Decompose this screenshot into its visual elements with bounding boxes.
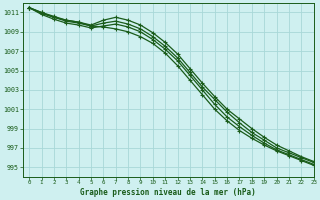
X-axis label: Graphe pression niveau de la mer (hPa): Graphe pression niveau de la mer (hPa) [80, 188, 256, 197]
